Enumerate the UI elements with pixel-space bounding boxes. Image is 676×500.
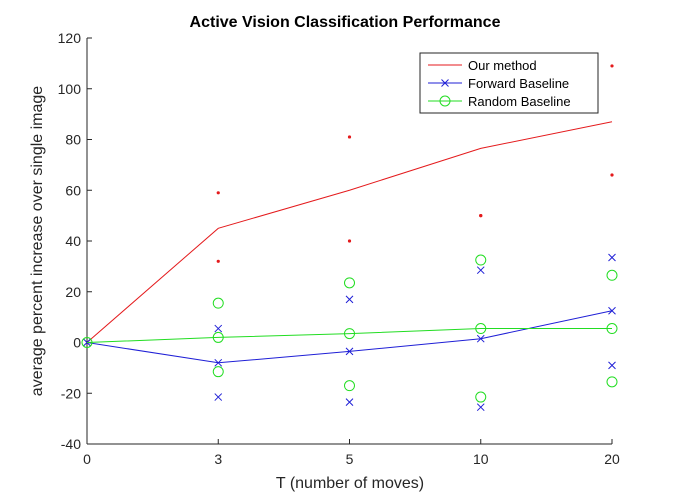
random-baseline-lower-bound (344, 380, 355, 392)
legend: Our method Forward Baseline Random Baselin… (419, 52, 599, 114)
x-tick-label: 3 (214, 451, 222, 467)
y-tick-label: 60 (65, 182, 81, 198)
random-baseline-lower-bound (606, 376, 618, 388)
forward-baseline-point (345, 347, 354, 356)
random-baseline-upper-bound (212, 297, 224, 309)
forward-baseline-lower-bound (608, 361, 616, 370)
y-tick-label: -40 (61, 436, 81, 452)
y-tick-label: 80 (65, 132, 81, 148)
legend-label-our-method: Our method (468, 58, 537, 73)
our-method-upper-bound (347, 135, 352, 139)
legend-marker-random-baseline (439, 95, 451, 107)
our-method-lower-bound (479, 214, 483, 218)
random-baseline-point (81, 337, 93, 348)
random-baseline-upper-bound (606, 269, 618, 281)
forward-baseline-point (214, 358, 223, 367)
random-baseline-line (86, 328, 612, 343)
y-axis-title: average percent increase over single ima… (29, 86, 46, 397)
our-method-lower-bound (347, 239, 352, 243)
y-tick-label: 40 (65, 233, 81, 249)
y-tick-label: -20 (61, 385, 81, 401)
legend-marker-forward-baseline (441, 79, 449, 87)
random-baseline-upper-bound (344, 277, 355, 289)
forward-baseline-upper-bound (476, 266, 485, 275)
random-baseline-point (606, 323, 618, 335)
forward-baseline-upper-bound (608, 253, 616, 262)
forward-baseline-lower-bound (345, 398, 354, 406)
our-method-line (86, 121, 613, 343)
chart-title: Active Vision Classification Performance (190, 14, 501, 31)
plot-area: -40 -20 0 20 40 60 80 100 120 0 3 5 10 20 (58, 30, 620, 467)
y-tick-label: 100 (58, 81, 82, 97)
random-baseline-lower-bound (475, 391, 487, 403)
x-tick-label: 0 (83, 451, 91, 467)
our-method-lower-bound (216, 259, 220, 263)
our-method-upper-bound (216, 191, 220, 195)
forward-baseline-lower-bound (214, 393, 223, 401)
legend-label-random-baseline: Random Baseline (468, 94, 571, 109)
random-baseline-point (212, 331, 224, 343)
our-method-upper-bound (610, 64, 614, 68)
x-axis-title: T (number of moves) (276, 475, 424, 492)
x-tick-label: 10 (473, 451, 489, 467)
random-baseline-point (475, 323, 487, 335)
forward-baseline-line (86, 310, 613, 364)
forward-baseline-upper-bound (345, 295, 354, 304)
forward-baseline-point (608, 306, 616, 315)
legend-label-forward-baseline: Forward Baseline (468, 76, 569, 91)
y-tick-label: 120 (58, 30, 82, 46)
forward-baseline-upper-bound (214, 324, 223, 333)
y-tick-label: 0 (73, 335, 81, 351)
forward-baseline-point (476, 334, 485, 343)
random-baseline-point (344, 328, 355, 340)
x-tick-label: 20 (604, 451, 620, 467)
y-tick-label: 20 (65, 284, 81, 300)
random-baseline-upper-bound (475, 254, 487, 266)
x-tick-label: 5 (346, 451, 354, 467)
random-baseline-lower-bound (212, 366, 224, 378)
our-method-lower-bound (610, 173, 614, 177)
forward-baseline-lower-bound (476, 403, 485, 412)
